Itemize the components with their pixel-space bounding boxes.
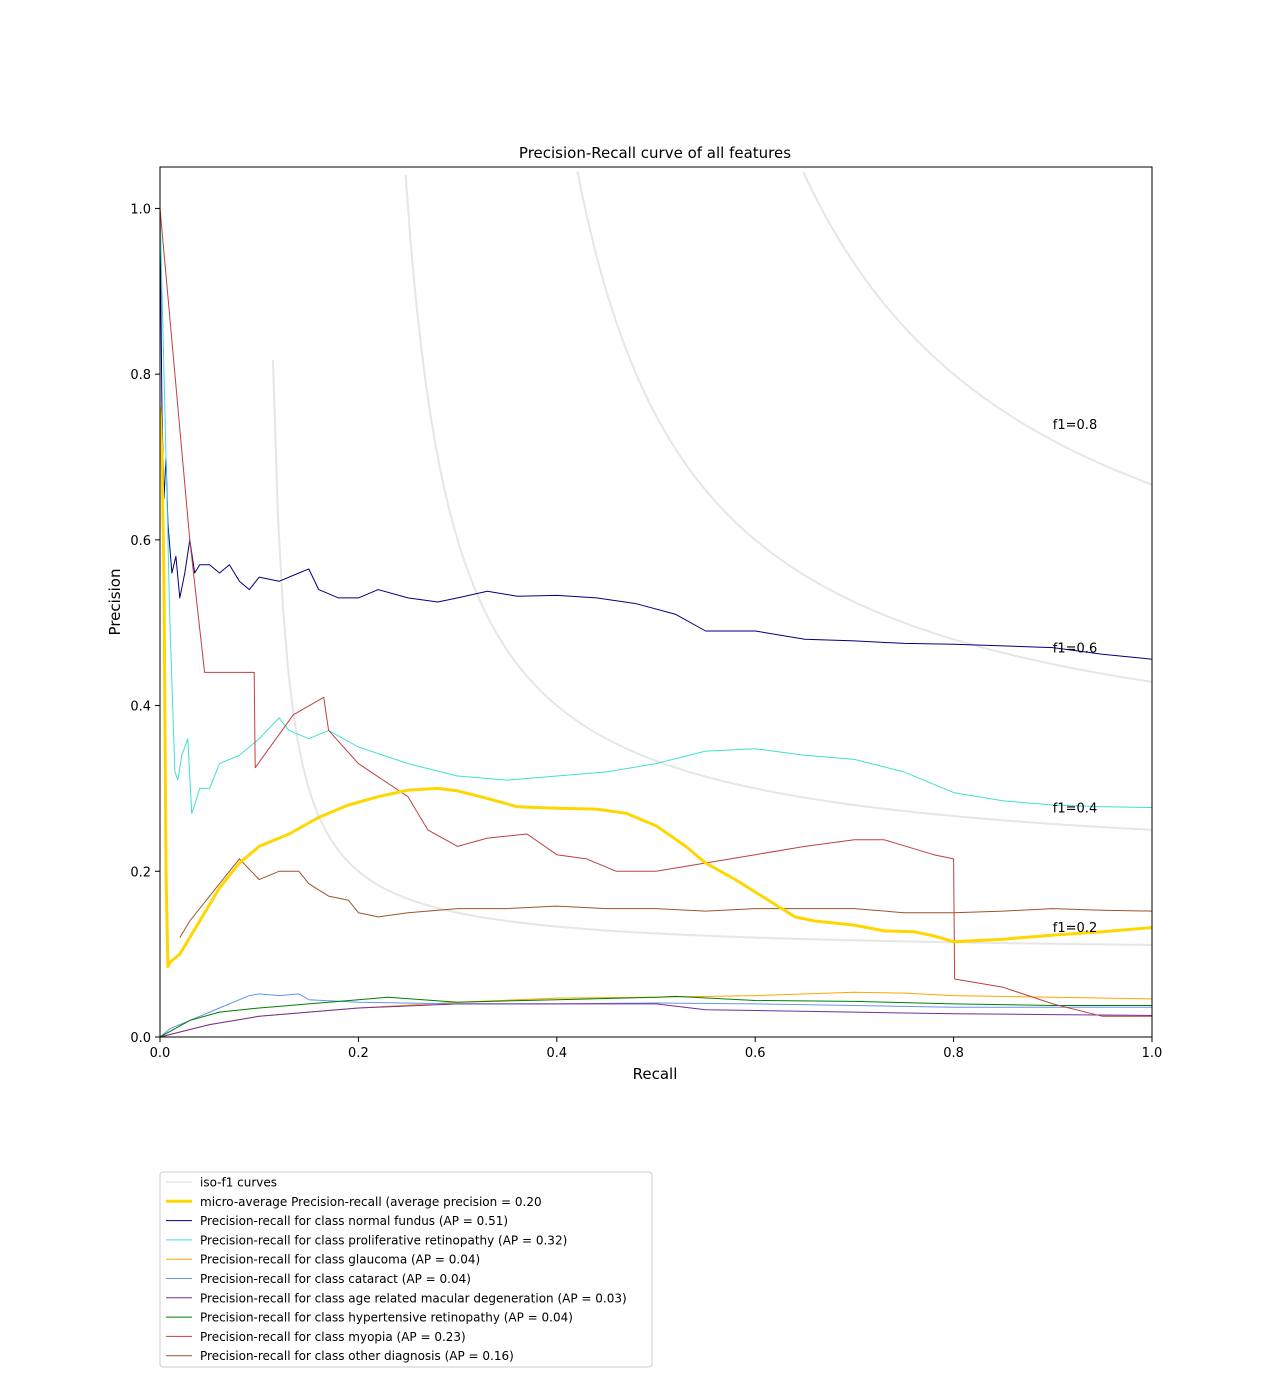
legend-entry: micro-average Precision-recall (average … xyxy=(200,1195,542,1209)
legend-entry: Precision-recall for class normal fundus… xyxy=(200,1214,508,1228)
x-tick-label: 0.6 xyxy=(745,1046,766,1061)
iso-f1-label: f1=0.4 xyxy=(1053,801,1097,816)
y-tick-label: 0.4 xyxy=(130,700,151,715)
series-line-0 xyxy=(160,407,1152,969)
plot-frame xyxy=(159,166,1153,1038)
legend-entry: Precision-recall for class other diagnos… xyxy=(200,1349,514,1363)
legend: iso-f1 curves micro-average Precision-rec… xyxy=(159,1171,653,1368)
iso-f1-curve-0.2 xyxy=(272,360,1152,946)
x-tick-label: 0.8 xyxy=(943,1046,964,1061)
x-tick-label: 0.0 xyxy=(150,1046,171,1061)
y-tick-label: 0.6 xyxy=(130,534,151,549)
legend-entry: Precision-recall for class hypertensive … xyxy=(200,1311,573,1325)
series-line-1 xyxy=(160,208,1152,660)
series-line-8 xyxy=(179,858,1152,938)
y-axis-label: Precision xyxy=(106,569,124,636)
plot-area xyxy=(160,171,1152,1037)
iso-f1-label: f1=0.8 xyxy=(1053,418,1097,433)
y-tick-label: 0.8 xyxy=(130,368,151,383)
x-tick-label: 0.2 xyxy=(348,1046,369,1061)
x-axis: 0.0 0.2 0.4 0.6 0.8 1.0 xyxy=(150,1037,1163,1061)
series-line-5 xyxy=(160,1003,1152,1037)
y-tick-label: 1.0 xyxy=(130,202,151,217)
legend-entry: iso-f1 curves xyxy=(200,1176,277,1190)
x-tick-label: 0.4 xyxy=(546,1046,567,1061)
x-axis-label: Recall xyxy=(633,1065,678,1083)
series-line-6 xyxy=(160,995,1152,1037)
iso-f1-label: f1=0.6 xyxy=(1053,642,1097,657)
series-line-7 xyxy=(160,208,1152,1017)
legend-entry: Precision-recall for class myopia (AP = … xyxy=(200,1330,466,1344)
chart-title: Precision-Recall curve of all features xyxy=(519,144,791,162)
legend-entry: Precision-recall for class cataract (AP … xyxy=(200,1272,471,1286)
y-tick-label: 0.2 xyxy=(130,865,151,880)
iso-f1-curve-0.6 xyxy=(576,171,1152,683)
x-tick-label: 1.0 xyxy=(1142,1046,1163,1061)
legend-entry: Precision-recall for class glaucoma (AP … xyxy=(200,1253,480,1267)
legend-entry: Precision-recall for class age related m… xyxy=(200,1291,627,1305)
series-line-2 xyxy=(160,208,1152,814)
legend-entry: Precision-recall for class proliferative… xyxy=(200,1233,567,1247)
iso-f1-curve-0.8 xyxy=(802,171,1152,486)
legend-frame xyxy=(159,1171,653,1368)
iso-f1-label: f1=0.2 xyxy=(1053,921,1097,936)
series-line-4 xyxy=(160,993,1152,1037)
iso-f1-curve-0.4 xyxy=(404,174,1152,831)
y-axis: 0.0 0.2 0.4 0.6 0.8 1.0 xyxy=(130,202,160,1046)
y-tick-label: 0.0 xyxy=(130,1031,151,1046)
